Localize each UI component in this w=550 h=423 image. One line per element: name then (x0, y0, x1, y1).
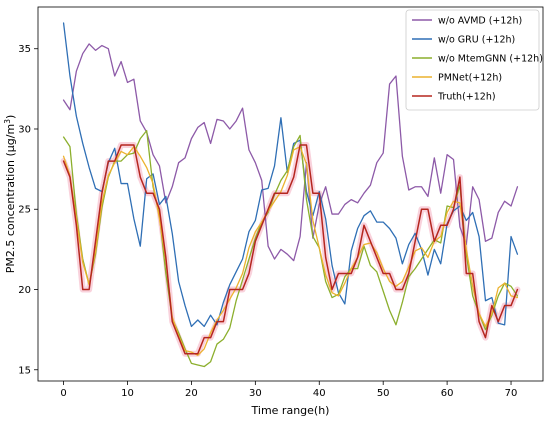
series-line-pmnet-12h (62, 145, 519, 356)
legend-label: w/o MtemGNN (+12h) (438, 54, 543, 65)
legend-label: Truth(+12h) (437, 92, 496, 103)
x-tick-label: 10 (121, 388, 134, 399)
y-tick-label: 30 (18, 124, 31, 135)
y-tick-label: 25 (18, 205, 31, 216)
x-tick-label: 30 (249, 388, 262, 399)
x-tick-label: 20 (185, 388, 198, 399)
y-tick-label: 15 (18, 365, 31, 376)
y-axis-label: PM2.5 concentration (μg/m3) (3, 115, 18, 274)
legend-label: w/o GRU (+12h) (438, 35, 515, 46)
x-tick-label: 60 (441, 388, 454, 399)
series-line-w-o-avmd-12h (62, 43, 519, 262)
y-axis-label-main: PM2.5 concentration (μg/m (4, 124, 17, 274)
legend-label: PMNet(+12h) (438, 73, 502, 84)
series-line-w-o-mtemgnn-12h (62, 129, 519, 368)
x-tick-label: 50 (377, 388, 390, 399)
x-tick-label: 70 (505, 388, 518, 399)
x-tick-label: 0 (60, 388, 66, 399)
x-axis: 0 10 20 30 40 50 60 70 (60, 381, 517, 399)
series-lines (62, 22, 519, 368)
y-tick-label: 35 (18, 44, 31, 55)
y-tick-label: 20 (18, 285, 31, 296)
plot-frame (37, 6, 544, 382)
x-axis-label: Time range(h) (251, 404, 330, 417)
legend-frame (405, 9, 540, 111)
legend-label: w/o AVMD (+12h) (438, 16, 522, 27)
x-tick-label: 40 (313, 388, 326, 399)
y-axis-label-superscript: 3 (3, 119, 12, 124)
y-axis-label-close: ) (4, 115, 17, 119)
series-line-truth-12h (62, 144, 519, 355)
legend: w/o AVMD (+12h) w/o GRU (+12h) w/o MtemGNN… (405, 9, 543, 111)
y-axis: 15 20 25 30 35 (18, 44, 38, 376)
